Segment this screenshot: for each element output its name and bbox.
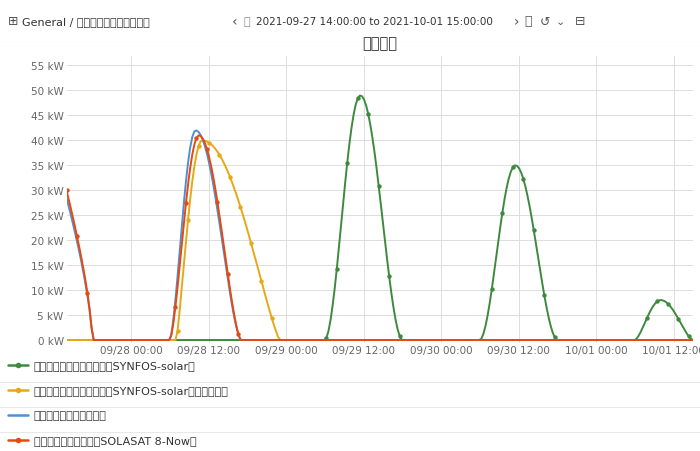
Point xyxy=(256,278,267,285)
Point xyxy=(212,198,223,206)
Text: ⊞: ⊞ xyxy=(8,15,18,28)
Point xyxy=(172,327,183,335)
Point xyxy=(352,96,363,103)
Point xyxy=(508,164,519,171)
Text: 太陽光発電出力指定（SOLASAT 8-Now）: 太陽光発電出力指定（SOLASAT 8-Now） xyxy=(34,435,197,445)
Text: ‹: ‹ xyxy=(232,15,237,29)
Point xyxy=(13,437,24,444)
Text: ⏱: ⏱ xyxy=(244,17,251,27)
Point xyxy=(652,298,663,305)
Text: 短期太陽光発電出力予測（SYNFOS-solar）: 短期太陽光発電出力予測（SYNFOS-solar） xyxy=(34,360,196,370)
Point xyxy=(342,160,353,167)
Point xyxy=(234,204,246,211)
Point xyxy=(331,266,342,273)
Text: ›: › xyxy=(514,15,519,29)
Point xyxy=(549,334,560,341)
Point xyxy=(641,315,652,322)
Point xyxy=(497,210,508,217)
Point xyxy=(170,303,181,310)
Point xyxy=(202,146,213,153)
Point xyxy=(13,386,24,393)
Point xyxy=(214,152,225,159)
Point xyxy=(363,111,374,118)
Point xyxy=(518,176,529,183)
Point xyxy=(662,300,673,308)
Point xyxy=(528,227,540,234)
Point xyxy=(82,290,93,297)
Point xyxy=(373,183,384,190)
Point xyxy=(538,291,550,299)
Text: 2021-09-27 14:00:00 to 2021-10-01 15:00:00: 2021-09-27 14:00:00 to 2021-10-01 15:00:… xyxy=(256,17,493,27)
Point xyxy=(61,187,72,194)
Point xyxy=(71,233,83,240)
Point xyxy=(683,333,694,340)
Title: 予実監視: 予実監視 xyxy=(363,36,398,51)
Point xyxy=(13,361,24,368)
Point xyxy=(191,135,202,143)
Point xyxy=(224,174,235,181)
Point xyxy=(222,271,233,278)
Point xyxy=(183,217,194,224)
Point xyxy=(321,335,332,342)
Point xyxy=(394,333,405,340)
Point xyxy=(204,140,215,147)
Point xyxy=(193,143,204,151)
Text: ↺: ↺ xyxy=(540,15,550,28)
Text: 現地太陽光発電出力実績: 現地太陽光発電出力実績 xyxy=(34,410,107,420)
Text: ⌕: ⌕ xyxy=(524,15,531,28)
Point xyxy=(486,285,498,293)
Text: ⌄: ⌄ xyxy=(556,17,566,27)
Text: ⊟: ⊟ xyxy=(575,15,585,28)
Point xyxy=(245,239,256,247)
Point xyxy=(673,316,684,323)
Point xyxy=(266,315,277,322)
Point xyxy=(384,273,395,281)
Point xyxy=(232,331,244,338)
Text: 短期太陽光発電出力予測（SYNFOS-solar）＋逐次補正: 短期太陽光発電出力予測（SYNFOS-solar）＋逐次補正 xyxy=(34,385,229,395)
Text: General / 太陽光発電量監視パネル: General / 太陽光発電量監視パネル xyxy=(22,17,150,27)
Point xyxy=(181,200,192,207)
